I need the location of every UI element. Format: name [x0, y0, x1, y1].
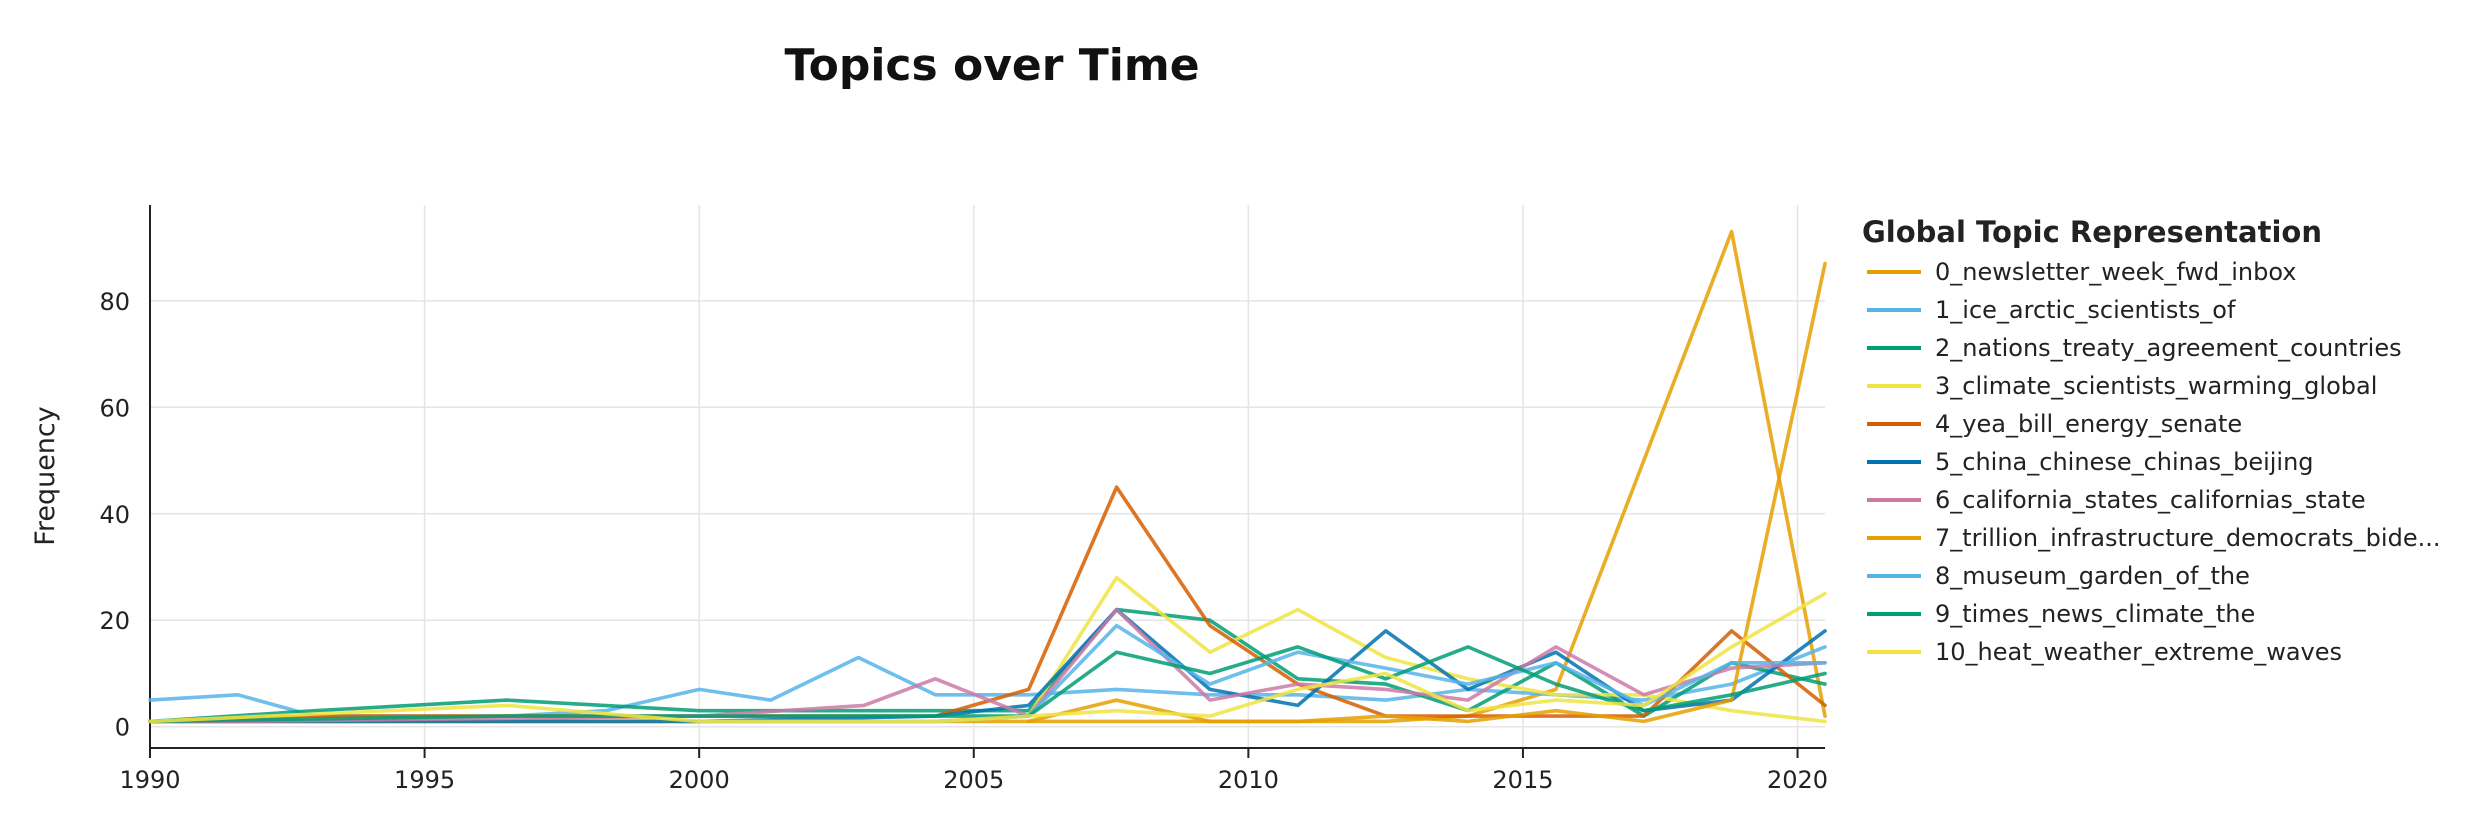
y-tick-label: 0 — [115, 714, 130, 742]
chart-title: Topics over Time — [784, 40, 1199, 91]
x-tick-label: 2000 — [669, 766, 730, 794]
y-tick-label: 20 — [99, 607, 130, 635]
axes — [149, 205, 1825, 758]
legend-item-5[interactable]: 5_china_chinese_chinas_beijing — [1867, 448, 2314, 476]
legend-item-10[interactable]: 10_heat_weather_extreme_waves — [1867, 638, 2342, 666]
x-tick-label: 1990 — [119, 766, 180, 794]
legend-label: 10_heat_weather_extreme_waves — [1935, 638, 2342, 666]
series-line-4[interactable] — [148, 485, 1827, 724]
legend-label: 5_china_chinese_chinas_beijing — [1935, 448, 2314, 476]
x-tick-label: 2010 — [1218, 766, 1279, 794]
legend-label: 6_california_states_californias_state — [1935, 486, 2366, 514]
legend[interactable]: 0_newsletter_week_fwd_inbox 1_ice_arctic_… — [1867, 258, 2440, 666]
legend-item-4[interactable]: 4_yea_bill_energy_senate — [1867, 410, 2242, 438]
y-axis-label: Frequency — [30, 406, 61, 546]
legend-label: 0_newsletter_week_fwd_inbox — [1935, 258, 2296, 286]
legend-item-6[interactable]: 6_california_states_californias_state — [1867, 486, 2366, 514]
legend-label: 9_times_news_climate_the — [1935, 600, 2255, 628]
y-tick-label: 80 — [99, 288, 130, 316]
legend-label: 8_museum_garden_of_the — [1935, 562, 2250, 590]
y-tick-label: 40 — [99, 501, 130, 529]
x-tick-label: 1995 — [394, 766, 455, 794]
legend-label: 7_trillion_infrastructure_democrats_bide… — [1935, 524, 2440, 552]
legend-item-1[interactable]: 1_ice_arctic_scientists_of — [1867, 296, 2236, 324]
series-lines — [148, 229, 1827, 724]
legend-title: Global Topic Representation — [1862, 215, 2322, 249]
series-line-10[interactable] — [148, 591, 1827, 724]
grid — [149, 205, 1825, 748]
series-line-7[interactable] — [1026, 261, 1827, 724]
legend-item-3[interactable]: 3_climate_scientists_warming_global — [1867, 372, 2377, 400]
x-tick-label: 2015 — [1492, 766, 1553, 794]
legend-item-8[interactable]: 8_museum_garden_of_the — [1867, 562, 2250, 590]
legend-label: 3_climate_scientists_warming_global — [1935, 372, 2377, 400]
legend-item-7[interactable]: 7_trillion_infrastructure_democrats_bide… — [1867, 524, 2440, 552]
x-tick-label: 2020 — [1767, 766, 1828, 794]
legend-item-9[interactable]: 9_times_news_climate_the — [1867, 600, 2255, 628]
tick-labels: 1990 1995 2000 2005 2010 2015 2020 0 20 40 60 80 — [99, 288, 1828, 794]
x-tick-label: 2005 — [943, 766, 1004, 794]
series-line-0[interactable] — [148, 229, 1827, 724]
series-line-2[interactable] — [148, 607, 1827, 724]
series-line-6[interactable] — [148, 607, 1827, 724]
legend-item-2[interactable]: 2_nations_treaty_agreement_countries — [1867, 334, 2402, 362]
legend-label: 2_nations_treaty_agreement_countries — [1935, 334, 2402, 362]
legend-label: 4_yea_bill_energy_senate — [1935, 410, 2242, 438]
legend-item-0[interactable]: 0_newsletter_week_fwd_inbox — [1867, 258, 2296, 286]
legend-label: 1_ice_arctic_scientists_of — [1935, 296, 2236, 324]
y-tick-label: 60 — [99, 394, 130, 422]
